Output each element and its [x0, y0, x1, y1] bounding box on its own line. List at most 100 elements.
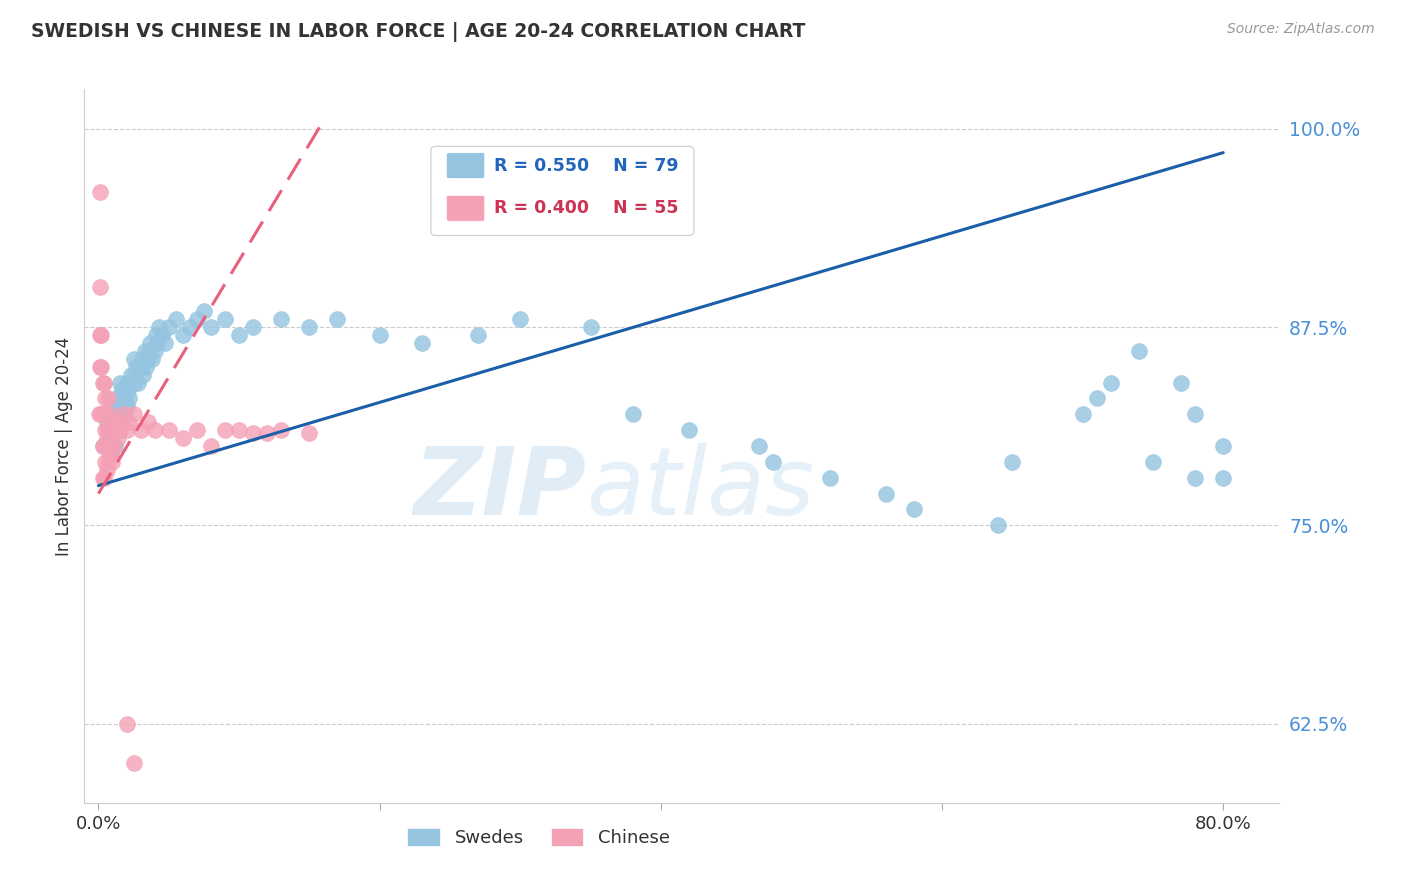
Point: [748, 439, 770, 453]
Point: [157, 423, 180, 437]
Point: [138, 343, 160, 358]
Point: [115, 716, 138, 731]
Point: [326, 312, 349, 326]
Point: [1001, 455, 1024, 469]
Point: [141, 351, 163, 366]
Point: [125, 359, 148, 374]
Point: [143, 343, 166, 358]
Point: [139, 335, 162, 350]
Point: [104, 439, 127, 453]
Point: [93, 471, 115, 485]
Point: [91, 407, 114, 421]
Point: [105, 415, 128, 429]
Point: [411, 335, 433, 350]
Point: [115, 423, 138, 437]
Point: [186, 312, 208, 326]
Point: [108, 376, 131, 390]
Point: [1128, 343, 1150, 358]
Point: [270, 312, 292, 326]
Point: [228, 328, 250, 343]
Point: [467, 328, 489, 343]
Point: [98, 439, 121, 453]
Point: [94, 392, 117, 406]
Point: [96, 415, 118, 429]
Point: [104, 423, 127, 437]
Point: [90, 407, 112, 421]
Point: [1212, 471, 1234, 485]
Point: [818, 471, 841, 485]
Point: [298, 426, 321, 441]
Point: [875, 486, 897, 500]
Point: [94, 407, 117, 421]
Point: [89, 328, 111, 343]
Point: [101, 423, 124, 437]
Point: [148, 320, 170, 334]
Point: [135, 359, 157, 374]
Point: [98, 431, 121, 445]
Point: [112, 407, 135, 421]
Point: [89, 186, 111, 200]
Point: [129, 423, 152, 437]
Point: [186, 423, 208, 437]
Text: ZIP: ZIP: [413, 442, 586, 535]
Point: [1071, 407, 1094, 421]
Point: [987, 518, 1010, 533]
Text: atlas: atlas: [586, 443, 814, 534]
Point: [146, 335, 169, 350]
Point: [621, 407, 644, 421]
Point: [90, 328, 112, 343]
Point: [89, 359, 111, 374]
Point: [242, 426, 264, 441]
Point: [97, 392, 120, 406]
Point: [134, 343, 156, 358]
Point: [93, 407, 115, 421]
Point: [122, 407, 145, 421]
Point: [579, 320, 602, 334]
Point: [90, 359, 112, 374]
Text: SWEDISH VS CHINESE IN LABOR FORCE | AGE 20-24 CORRELATION CHART: SWEDISH VS CHINESE IN LABOR FORCE | AGE …: [31, 22, 806, 42]
Point: [118, 392, 141, 406]
Point: [87, 407, 111, 421]
Point: [118, 415, 141, 429]
Point: [101, 455, 124, 469]
Point: [214, 312, 236, 326]
Point: [678, 423, 700, 437]
Point: [1142, 455, 1164, 469]
Point: [165, 312, 187, 326]
Point: [228, 423, 250, 437]
Point: [1212, 439, 1234, 453]
Point: [100, 447, 122, 461]
Point: [110, 415, 132, 429]
Legend: Swedes, Chinese: Swedes, Chinese: [401, 821, 676, 855]
Point: [91, 439, 114, 453]
Point: [97, 423, 120, 437]
Point: [94, 423, 117, 437]
Point: [145, 328, 167, 343]
Point: [93, 439, 115, 453]
Point: [1099, 376, 1122, 390]
Point: [112, 407, 135, 421]
Point: [94, 455, 117, 469]
Point: [762, 455, 785, 469]
Point: [122, 756, 145, 771]
Point: [298, 320, 321, 334]
Point: [122, 351, 145, 366]
Point: [129, 359, 152, 374]
Point: [110, 415, 132, 429]
Point: [91, 471, 114, 485]
Point: [120, 368, 142, 382]
Point: [96, 463, 118, 477]
Point: [96, 431, 118, 445]
Point: [256, 426, 278, 441]
Point: [242, 320, 264, 334]
Point: [89, 280, 111, 294]
Y-axis label: In Labor Force | Age 20-24: In Labor Force | Age 20-24: [55, 336, 73, 556]
Point: [150, 328, 173, 343]
Point: [153, 335, 176, 350]
Point: [107, 431, 129, 445]
Point: [143, 423, 166, 437]
Point: [117, 384, 139, 398]
Point: [122, 376, 145, 390]
Point: [1085, 392, 1108, 406]
Point: [136, 415, 159, 429]
